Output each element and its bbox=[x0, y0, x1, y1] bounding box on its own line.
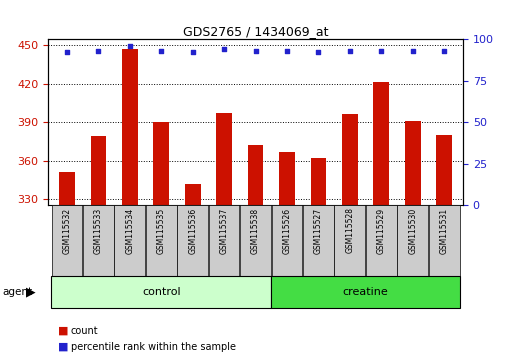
Title: GDS2765 / 1434069_at: GDS2765 / 1434069_at bbox=[182, 25, 328, 38]
Point bbox=[376, 48, 384, 53]
Point bbox=[345, 48, 353, 53]
Bar bbox=[341, 114, 357, 205]
Text: GSM115527: GSM115527 bbox=[313, 207, 322, 253]
Point bbox=[251, 48, 259, 53]
Bar bbox=[184, 184, 200, 205]
Text: GSM115532: GSM115532 bbox=[62, 207, 71, 253]
Text: control: control bbox=[141, 287, 180, 297]
Point bbox=[63, 50, 71, 55]
Bar bbox=[428, 205, 459, 276]
Point bbox=[408, 48, 416, 53]
Point bbox=[126, 43, 134, 48]
Bar bbox=[177, 205, 208, 276]
Point bbox=[220, 46, 228, 52]
Point bbox=[439, 48, 447, 53]
Text: GSM115535: GSM115535 bbox=[157, 207, 166, 254]
Bar bbox=[271, 205, 302, 276]
Bar bbox=[145, 205, 176, 276]
Text: GSM115538: GSM115538 bbox=[250, 207, 260, 253]
Bar bbox=[59, 172, 75, 205]
Bar bbox=[365, 205, 396, 276]
Bar bbox=[122, 49, 137, 205]
Bar bbox=[435, 135, 451, 205]
Bar bbox=[247, 145, 263, 205]
Point bbox=[94, 48, 102, 53]
Bar bbox=[396, 205, 427, 276]
Text: count: count bbox=[71, 326, 98, 336]
Bar bbox=[334, 205, 365, 276]
Bar bbox=[114, 205, 145, 276]
Text: GSM115528: GSM115528 bbox=[344, 207, 354, 253]
Bar bbox=[52, 205, 82, 276]
Text: GSM115529: GSM115529 bbox=[376, 207, 385, 253]
Bar bbox=[240, 205, 270, 276]
Bar bbox=[279, 152, 294, 205]
Text: GSM115537: GSM115537 bbox=[219, 207, 228, 254]
Bar bbox=[310, 158, 326, 205]
Point bbox=[157, 48, 165, 53]
Text: percentile rank within the sample: percentile rank within the sample bbox=[71, 342, 235, 352]
Bar bbox=[83, 205, 114, 276]
Text: agent: agent bbox=[3, 287, 33, 297]
Bar bbox=[51, 276, 271, 308]
Text: ■: ■ bbox=[58, 326, 69, 336]
Text: GSM115536: GSM115536 bbox=[188, 207, 197, 254]
Bar bbox=[404, 121, 420, 205]
Bar bbox=[216, 113, 231, 205]
Bar bbox=[271, 276, 459, 308]
Bar bbox=[208, 205, 239, 276]
Bar bbox=[90, 136, 106, 205]
Text: creatine: creatine bbox=[342, 287, 388, 297]
Text: GSM115534: GSM115534 bbox=[125, 207, 134, 254]
Point bbox=[314, 50, 322, 55]
Text: ▶: ▶ bbox=[26, 286, 36, 298]
Bar bbox=[153, 122, 169, 205]
Text: GSM115533: GSM115533 bbox=[94, 207, 103, 254]
Bar bbox=[373, 82, 388, 205]
Bar bbox=[302, 205, 333, 276]
Text: GSM115526: GSM115526 bbox=[282, 207, 291, 253]
Point bbox=[282, 48, 290, 53]
Text: GSM115531: GSM115531 bbox=[439, 207, 448, 253]
Point bbox=[188, 50, 196, 55]
Text: ■: ■ bbox=[58, 342, 69, 352]
Text: GSM115530: GSM115530 bbox=[408, 207, 416, 254]
